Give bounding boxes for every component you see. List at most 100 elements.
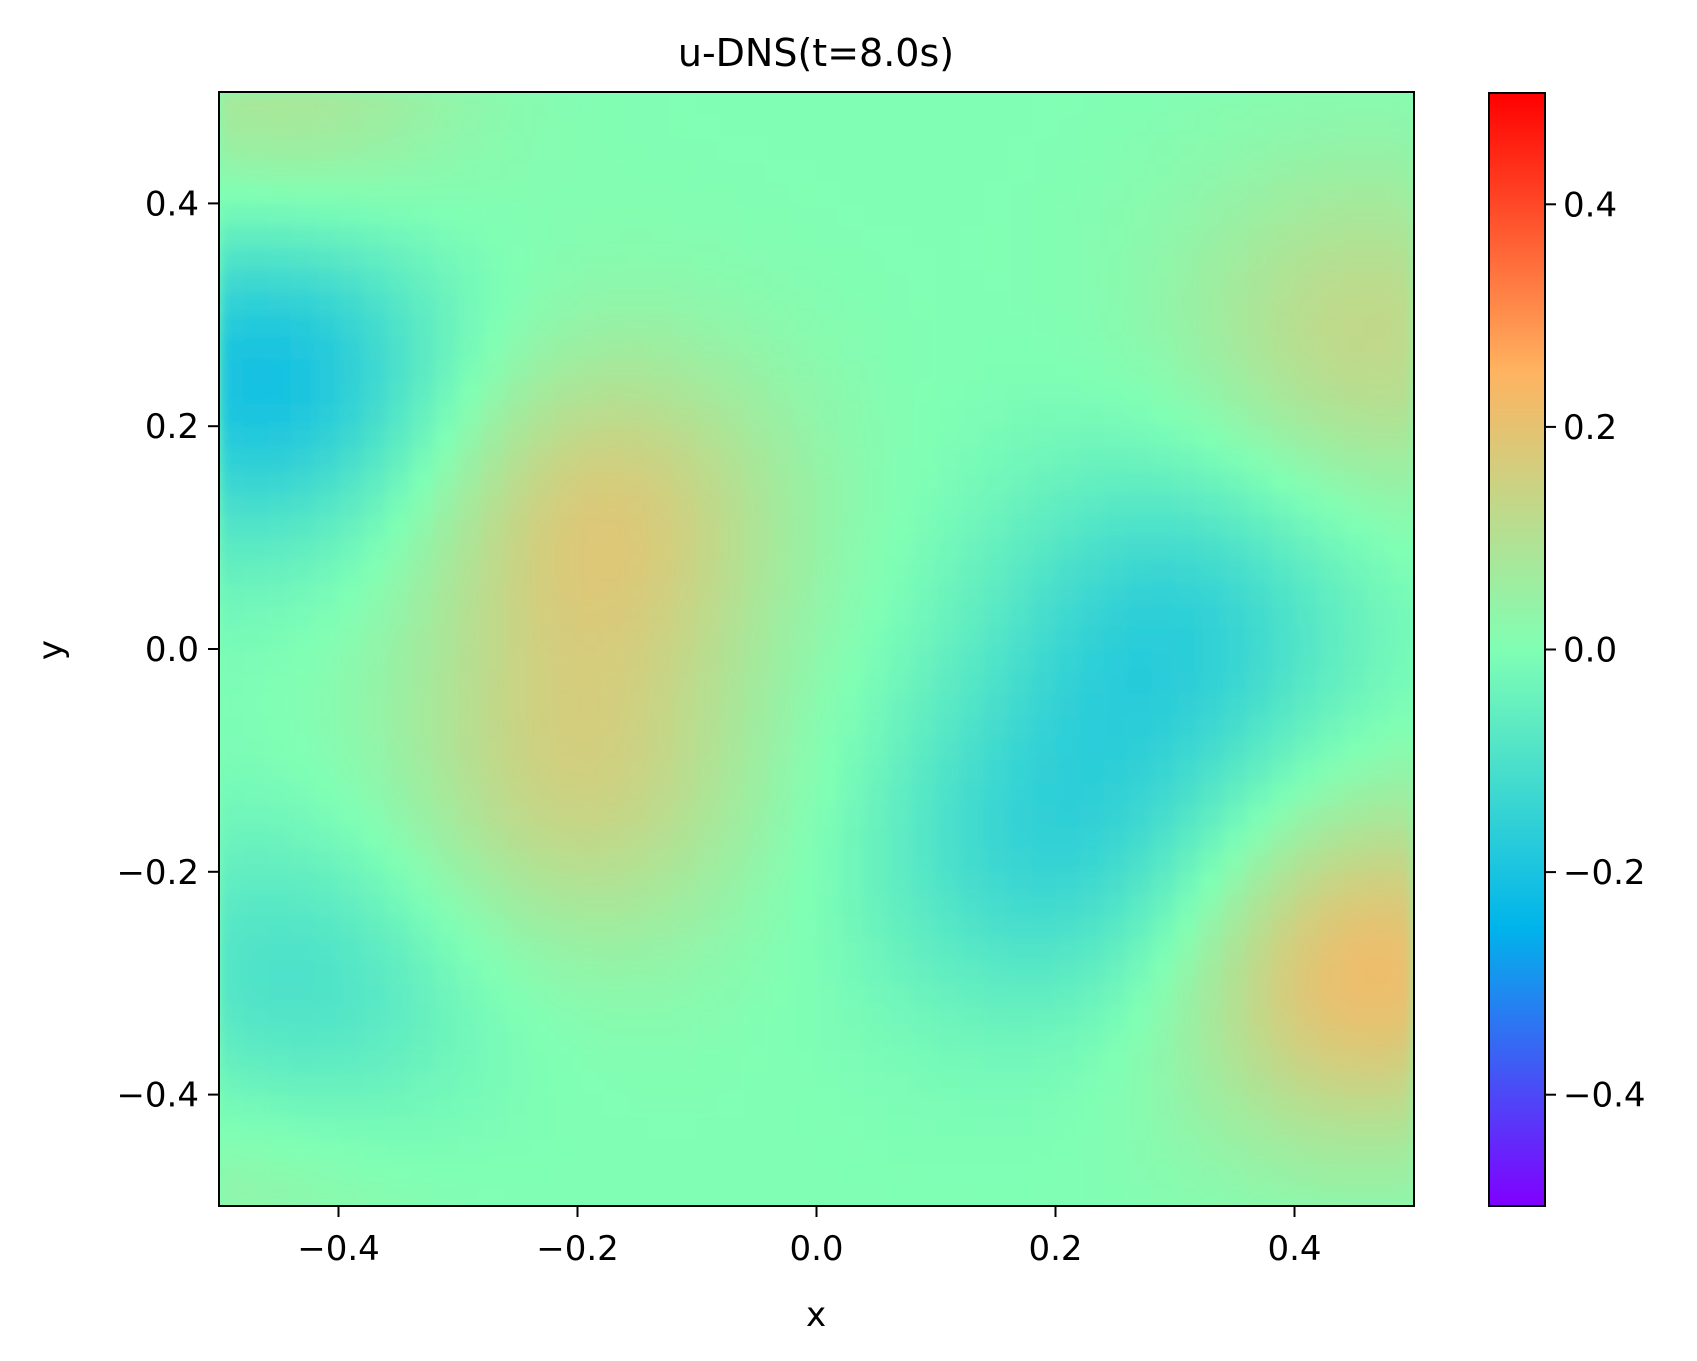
heatmap-cell	[888, 403, 913, 427]
heatmap-cell	[577, 871, 603, 895]
heatmap-cell	[1366, 559, 1391, 583]
heatmap-cell	[936, 849, 961, 873]
heatmap-cell	[1127, 604, 1152, 628]
heatmap-cell	[1151, 693, 1176, 717]
heatmap-cell	[649, 1072, 674, 1096]
heatmap-cell	[792, 871, 818, 895]
heatmap-cell	[625, 203, 650, 227]
heatmap-cell	[936, 1094, 961, 1118]
heatmap-cell	[458, 225, 483, 249]
heatmap-cell	[744, 515, 770, 539]
heatmap-cell	[1294, 247, 1320, 272]
heatmap-cell	[1055, 693, 1081, 717]
heatmap-cell	[1031, 1094, 1057, 1118]
heatmap-cell	[1031, 493, 1057, 517]
heatmap-cell	[1222, 158, 1248, 182]
heatmap-cell	[1031, 381, 1057, 405]
heatmap-cell	[1175, 582, 1200, 606]
heatmap-cell	[792, 203, 818, 227]
heatmap-cell	[888, 470, 913, 494]
heatmap-cell	[553, 337, 579, 361]
heatmap-cell	[529, 1050, 555, 1074]
heatmap-cell	[1055, 1050, 1081, 1074]
heatmap-cell	[1222, 738, 1248, 762]
heatmap-cell	[1079, 225, 1105, 249]
heatmap-cell	[625, 1072, 650, 1096]
heatmap-cell	[697, 760, 722, 784]
heatmap-cell	[1103, 671, 1128, 695]
heatmap-cell	[1198, 559, 1224, 583]
heatmap-cell	[792, 626, 818, 650]
heatmap-cell	[410, 1139, 435, 1163]
heatmap-cell	[625, 604, 650, 628]
heatmap-cell	[553, 359, 579, 383]
heatmap-cell	[1007, 1027, 1033, 1051]
heatmap-cell	[1175, 559, 1200, 583]
heatmap-cell	[912, 292, 937, 316]
heatmap-cell	[219, 983, 244, 1007]
heatmap-cell	[290, 849, 316, 873]
heatmap-cell	[1055, 1072, 1081, 1096]
heatmap-cell	[362, 136, 388, 160]
heatmap-cell	[983, 960, 1009, 984]
heatmap-cell	[1007, 1050, 1033, 1074]
heatmap-cell	[1366, 760, 1391, 784]
heatmap-cell	[864, 693, 889, 717]
heatmap-cell	[1390, 1183, 1414, 1206]
heatmap-cell	[242, 1161, 268, 1185]
heatmap-cell	[1246, 894, 1272, 918]
heatmap-cell	[864, 292, 889, 316]
heatmap-cell	[1342, 894, 1367, 918]
heatmap-cell	[1366, 960, 1391, 984]
heatmap-cell	[1103, 1139, 1128, 1163]
heatmap-cell	[362, 649, 388, 673]
heatmap-cell	[888, 1161, 913, 1185]
heatmap-cell	[720, 804, 746, 829]
heatmap-cell	[434, 1183, 459, 1206]
heatmap-cell	[242, 1005, 268, 1029]
heatmap-cell	[410, 916, 435, 940]
heatmap-cell	[864, 181, 889, 205]
heatmap-cell	[1007, 92, 1033, 116]
heatmap-cell	[983, 1094, 1009, 1118]
heatmap-cell	[1007, 760, 1033, 784]
heatmap-cell	[458, 1027, 483, 1051]
heatmap-cell	[1366, 114, 1391, 138]
heatmap-cell	[577, 470, 603, 494]
heatmap-cell	[816, 426, 842, 450]
heatmap-cell	[1294, 203, 1320, 227]
heatmap-cell	[434, 782, 459, 806]
heatmap-cell	[529, 158, 555, 182]
heatmap-cell	[1342, 1139, 1367, 1163]
heatmap-cell	[1390, 1094, 1414, 1118]
heatmap-cell	[1079, 1072, 1105, 1096]
heatmap-cell	[1007, 359, 1033, 383]
heatmap-cell	[434, 158, 459, 182]
heatmap-cell	[673, 448, 698, 472]
heatmap-cell	[1270, 871, 1296, 895]
heatmap-cell	[720, 649, 746, 673]
heatmap-cell	[912, 782, 937, 806]
heatmap-cell	[1246, 158, 1272, 182]
heatmap-cell	[505, 92, 531, 116]
heatmap-cell	[505, 292, 531, 316]
heatmap-cell	[481, 1072, 507, 1096]
heatmap-cell	[816, 314, 842, 338]
heatmap-cell	[816, 1161, 842, 1185]
heatmap-cell	[768, 314, 794, 338]
heatmap-cell	[1198, 448, 1224, 472]
heatmap-cell	[362, 871, 388, 895]
heatmap-cell	[1294, 827, 1320, 851]
heatmap-cell	[840, 649, 866, 673]
heatmap-cell	[553, 782, 579, 806]
heatmap-cell	[386, 537, 411, 561]
heatmap-cell	[720, 715, 746, 739]
heatmap-cell	[434, 849, 459, 873]
heatmap-cell	[1246, 582, 1272, 606]
heatmap-cell	[219, 782, 244, 806]
heatmap-cell	[840, 960, 866, 984]
heatmap-cell	[1222, 1005, 1248, 1029]
heatmap-cell	[505, 715, 531, 739]
heatmap-cell	[1007, 292, 1033, 316]
heatmap-cell	[219, 158, 244, 182]
